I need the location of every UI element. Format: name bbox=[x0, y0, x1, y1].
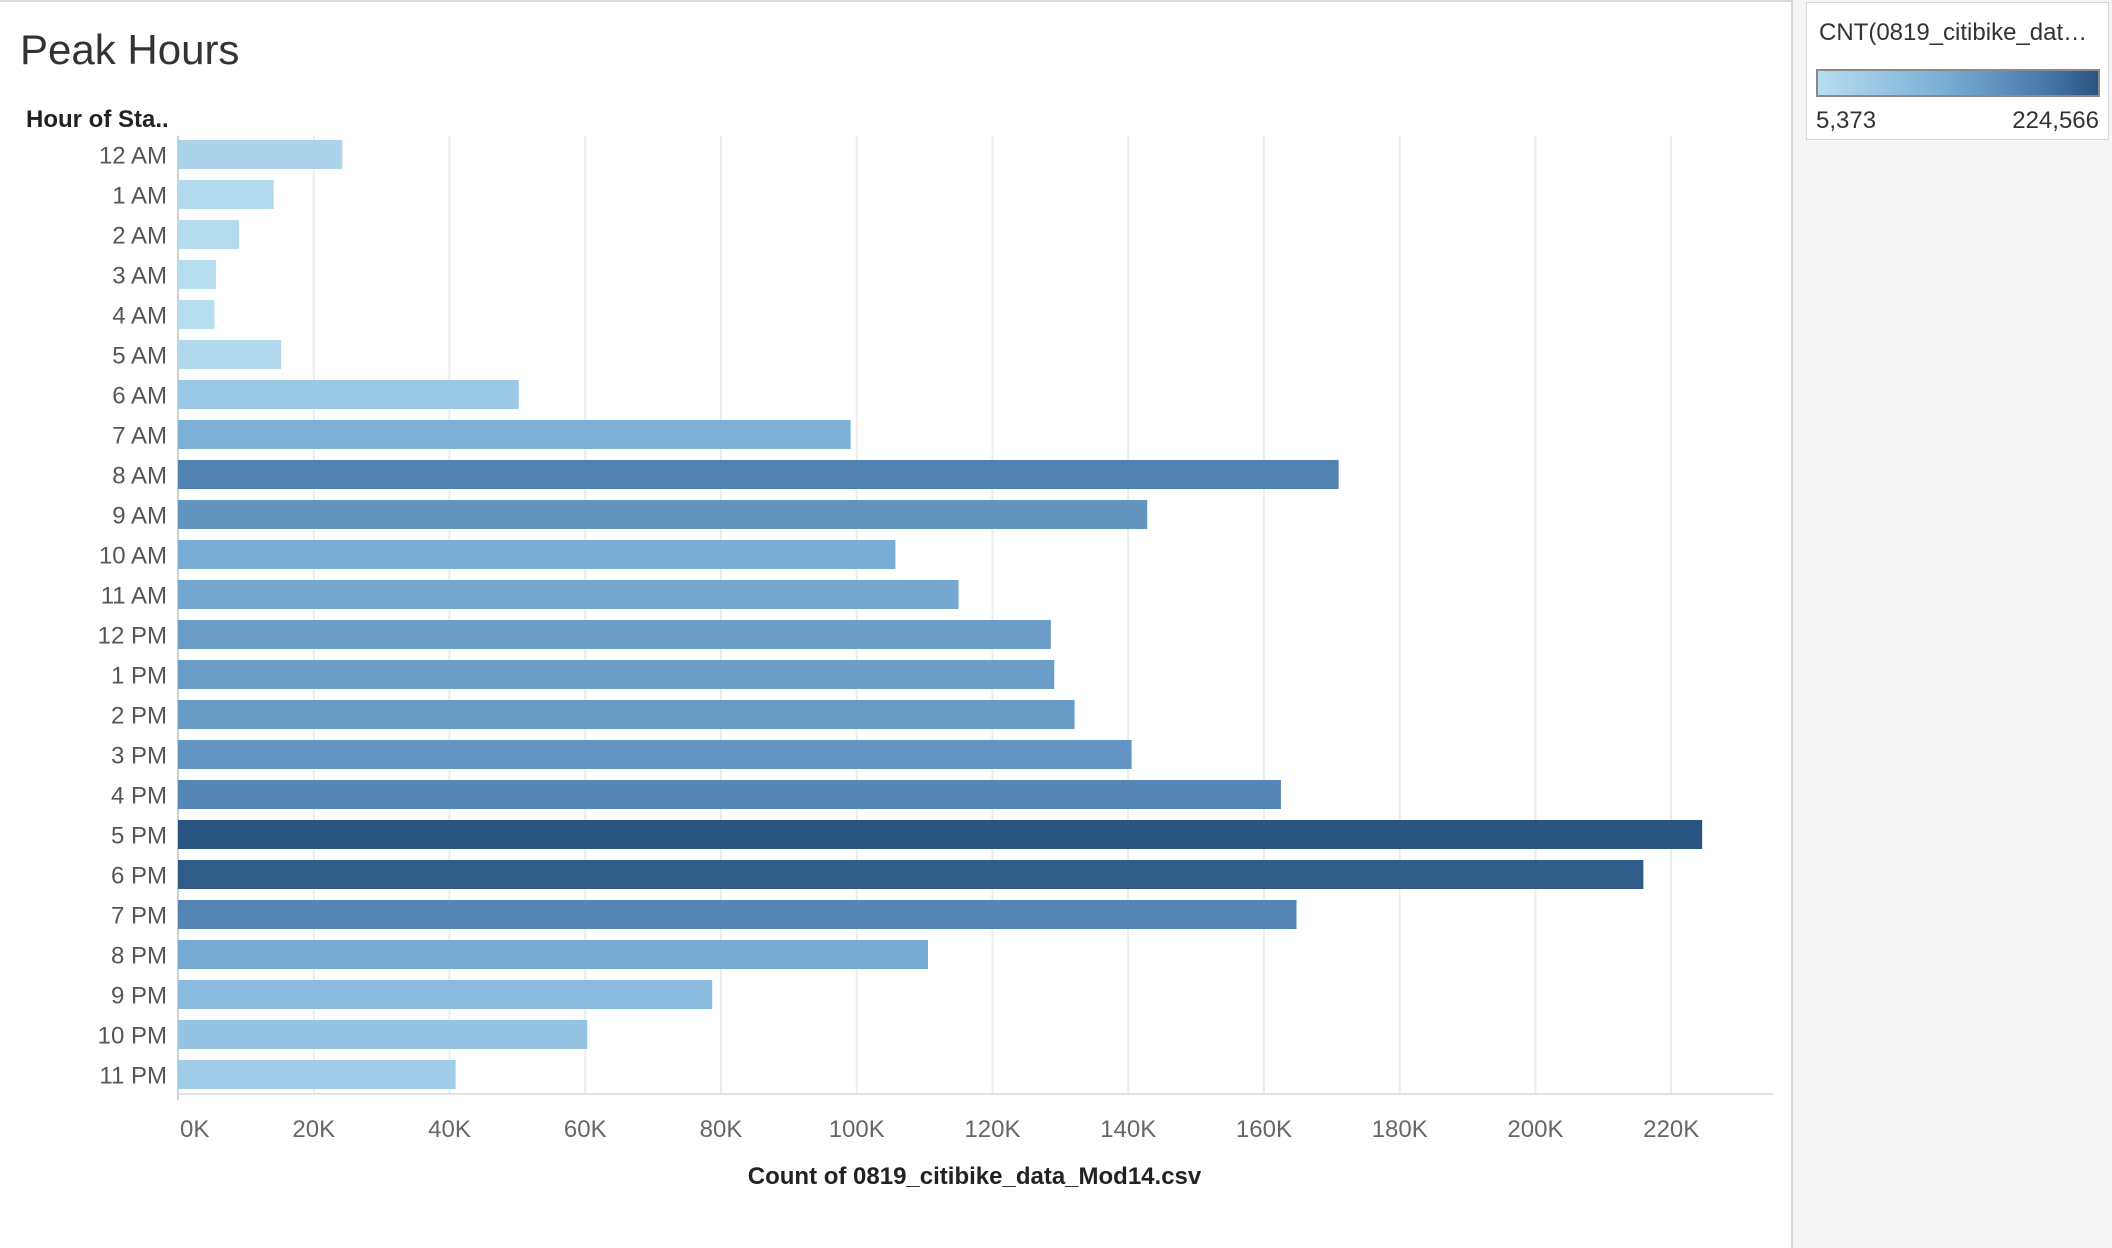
category-label: 10 AM bbox=[99, 543, 167, 570]
legend-max-label: 224,566 bbox=[2012, 107, 2099, 134]
category-label: 9 PM bbox=[111, 983, 167, 1010]
top-divider bbox=[0, 0, 1792, 2]
category-label: 9 AM bbox=[112, 503, 167, 530]
category-label: 1 PM bbox=[111, 663, 167, 690]
category-label: 3 AM bbox=[112, 263, 167, 290]
category-label: 8 AM bbox=[112, 463, 167, 490]
x-tick-label: 20K bbox=[292, 1116, 335, 1143]
x-tick-label: 160K bbox=[1236, 1116, 1292, 1143]
category-label: 5 PM bbox=[111, 823, 167, 850]
category-label: 7 AM bbox=[112, 423, 167, 450]
bar-8-pm bbox=[178, 940, 928, 969]
category-label: 2 PM bbox=[111, 703, 167, 730]
category-label: 12 AM bbox=[99, 143, 167, 170]
bar-1-am bbox=[178, 180, 274, 209]
x-tick-label: 120K bbox=[964, 1116, 1020, 1143]
bar-8-am bbox=[178, 460, 1339, 489]
row-header: Hour of Sta.. bbox=[26, 106, 169, 133]
bar-10-pm bbox=[178, 1020, 588, 1049]
sidebar-panel: CNT(0819_citibike_data_Mod14.csv) 5,373 … bbox=[1791, 0, 2112, 1248]
bar-3-pm bbox=[178, 740, 1132, 769]
legend-color-ramp bbox=[1816, 69, 2100, 97]
bar-5-pm bbox=[178, 820, 1703, 849]
category-label: 4 AM bbox=[112, 303, 167, 330]
bar-2-pm bbox=[178, 700, 1075, 729]
legend-min-label: 5,373 bbox=[1816, 107, 1877, 134]
x-tick-label: 180K bbox=[1372, 1116, 1428, 1143]
x-tick-label: 40K bbox=[428, 1116, 471, 1143]
category-label: 4 PM bbox=[111, 783, 167, 810]
bar-5-am bbox=[178, 340, 282, 369]
bar-10-am bbox=[178, 540, 896, 569]
bar-12-pm bbox=[178, 620, 1051, 649]
x-axis-title: Count of 0819_citibike_data_Mod14.csv bbox=[748, 1163, 1202, 1190]
bar-12-am bbox=[178, 140, 343, 169]
bar-4-am bbox=[178, 300, 215, 329]
x-tick-label: 100K bbox=[829, 1116, 885, 1143]
x-tick-label: 0K bbox=[180, 1116, 209, 1143]
bar-9-pm bbox=[178, 980, 713, 1009]
bar-6-pm bbox=[178, 860, 1644, 889]
category-label: 5 AM bbox=[112, 343, 167, 370]
category-label: 1 AM bbox=[112, 183, 167, 210]
category-label: 2 AM bbox=[112, 223, 167, 250]
category-label: 6 PM bbox=[111, 863, 167, 890]
category-label: 8 PM bbox=[111, 943, 167, 970]
bar-11-pm bbox=[178, 1060, 456, 1089]
bar-2-am bbox=[178, 220, 240, 249]
category-label: 11 PM bbox=[99, 1063, 167, 1090]
bar-chart: 0K 20K 40K 60K 80K 100K 120K 140K 160K 180K 200K 22… bbox=[26, 106, 1773, 1190]
x-tick-label: 220K bbox=[1643, 1116, 1699, 1143]
x-tick-label: 200K bbox=[1507, 1116, 1563, 1143]
bar-7-pm bbox=[178, 900, 1297, 929]
legend-title: CNT(0819_citibike_data_Mod14.csv) bbox=[1819, 19, 2099, 46]
bar-3-am bbox=[178, 260, 217, 289]
category-label: 6 AM bbox=[112, 383, 167, 410]
color-legend[interactable]: CNT(0819_citibike_data_Mod14.csv) 5,373 … bbox=[1806, 2, 2109, 140]
x-tick-label: 60K bbox=[564, 1116, 607, 1143]
bar-11-am bbox=[178, 580, 959, 609]
x-tick-label: 80K bbox=[700, 1116, 743, 1143]
bar-1-pm bbox=[178, 660, 1055, 689]
bar-9-am bbox=[178, 500, 1148, 529]
category-label: 7 PM bbox=[111, 903, 167, 930]
category-label: 3 PM bbox=[111, 743, 167, 770]
category-label: 12 PM bbox=[98, 623, 167, 650]
x-tick-label: 140K bbox=[1100, 1116, 1156, 1143]
category-label: 11 AM bbox=[101, 583, 167, 610]
bar-7-am bbox=[178, 420, 851, 449]
category-label: 10 PM bbox=[98, 1023, 167, 1050]
bar-4-pm bbox=[178, 780, 1281, 809]
chart-title: Peak Hours bbox=[20, 26, 240, 73]
bar-6-am bbox=[178, 380, 519, 409]
